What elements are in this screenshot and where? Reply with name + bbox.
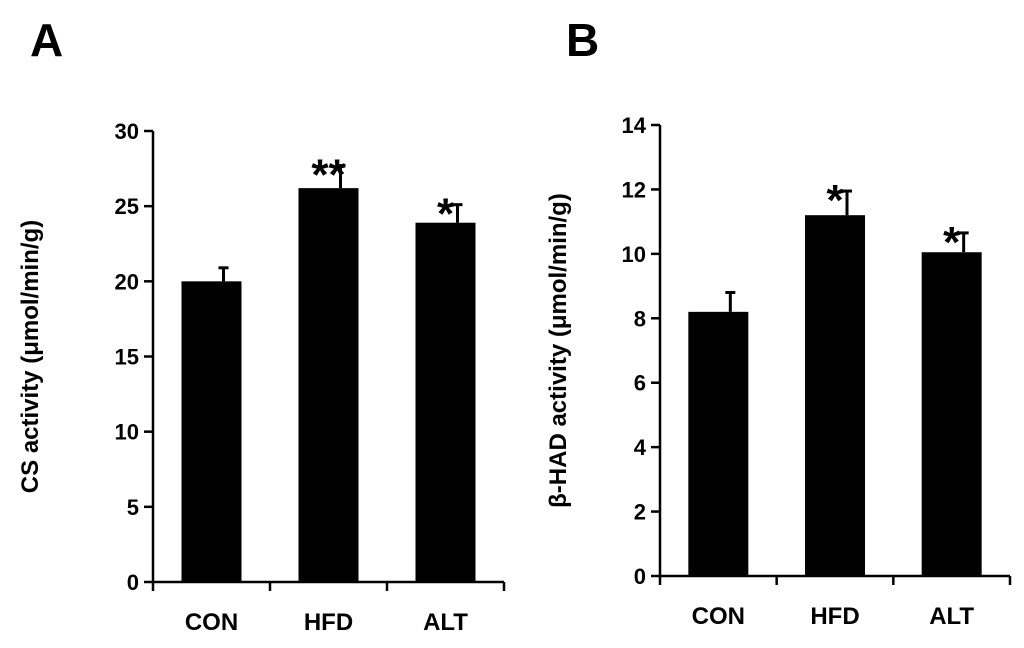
chart-panel-b: 0 2 4 6 8 10 12 14 CON * HFD * ALT β-HAD activity (μm… (545, 113, 1012, 630)
chart-panel-a: 0 5 10 15 20 25 30 CON ** HFD * ALT CS activity (μmo… (17, 119, 506, 636)
y-tick-label: 20 (115, 269, 139, 294)
y-tick-label: 10 (115, 420, 139, 445)
bar-alt (415, 222, 476, 582)
y-tick-label: 12 (622, 177, 646, 202)
panel-label-a: A (30, 14, 63, 66)
y-axis-title: β-HAD activity (μmol/min/g) (545, 193, 572, 508)
significance-marker: ** (311, 151, 346, 200)
y-tick-label: 25 (115, 194, 139, 219)
significance-marker: * (943, 218, 961, 267)
bar-hfd (805, 215, 865, 576)
y-tick-label: 0 (634, 564, 646, 589)
x-category-label: ALT (423, 609, 468, 636)
bar-alt (921, 252, 982, 576)
x-category-label: HFD (810, 603, 859, 630)
x-category-label: HFD (304, 609, 353, 636)
significance-marker: * (437, 190, 455, 239)
bar-hfd (298, 188, 359, 583)
y-tick-label: 8 (634, 306, 646, 331)
y-tick-label: 2 (634, 500, 646, 525)
y-tick-label: 30 (115, 119, 139, 144)
y-tick-label: 4 (634, 435, 647, 460)
significance-marker: * (826, 176, 844, 225)
bar-con (688, 311, 749, 576)
y-tick-label: 5 (127, 495, 139, 520)
y-axis-title: CS activity (μmol/min/g) (17, 220, 44, 493)
x-category-label: CON (692, 603, 745, 630)
x-category-label: CON (185, 609, 238, 636)
y-tick-label: 10 (622, 242, 646, 267)
panel-label-b: B (566, 14, 599, 66)
y-tick-label: 15 (115, 345, 139, 370)
y-tick-label: 6 (634, 371, 646, 396)
y-tick-label: 0 (127, 570, 139, 595)
bar-con (181, 281, 242, 582)
y-tick-label: 14 (622, 113, 647, 138)
x-category-label: ALT (929, 603, 974, 630)
